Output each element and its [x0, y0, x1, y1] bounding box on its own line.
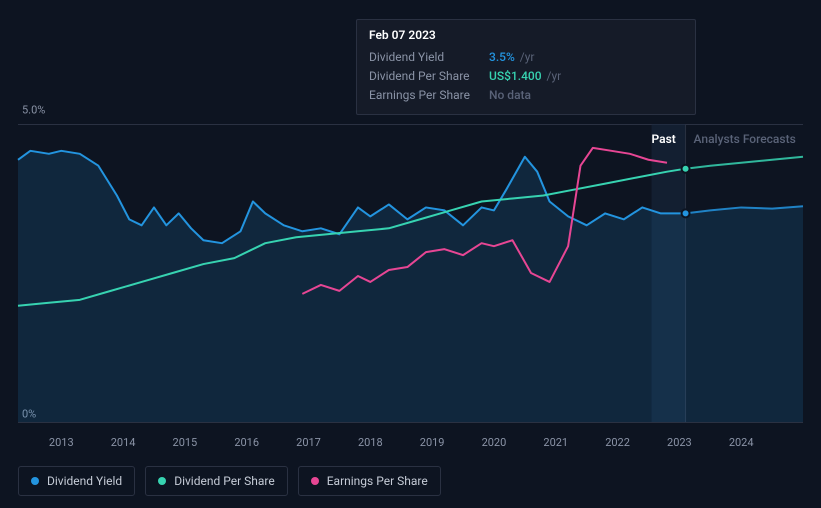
- legend-item-dividend-per-share[interactable]: Dividend Per Share: [145, 466, 288, 496]
- chart-plot-area[interactable]: Past Analysts Forecasts: [18, 108, 803, 428]
- x-tick-label: 2023: [667, 436, 692, 449]
- x-tick-label: 2013: [49, 436, 74, 449]
- tooltip-date: Feb 07 2023: [369, 28, 683, 42]
- tooltip-row-label: Dividend Per Share: [369, 67, 489, 86]
- tooltip-row: Dividend Per ShareUS$1.400 /yr: [369, 67, 683, 86]
- legend-label: Earnings Per Share: [327, 474, 428, 488]
- legend-label: Dividend Yield: [47, 474, 122, 488]
- legend-dot: [311, 477, 319, 485]
- legend-dot: [31, 477, 39, 485]
- tooltip-row-value: US$1.400 /yr: [489, 67, 561, 86]
- x-tick-label: 2024: [729, 436, 754, 449]
- forecast-label: Analysts Forecasts: [694, 132, 796, 146]
- tooltip-row: Earnings Per ShareNo data: [369, 86, 683, 105]
- x-tick-label: 2019: [420, 436, 445, 449]
- x-tick-label: 2016: [234, 436, 259, 449]
- past-label: Past: [652, 132, 676, 146]
- x-axis: 2013 2014 2015 2016 2017 2018 2019 2020 2021 2022…: [18, 428, 803, 448]
- tooltip-row-value: No data: [489, 86, 531, 105]
- x-tick-label: 2020: [482, 436, 507, 449]
- legend-label: Dividend Per Share: [174, 474, 275, 488]
- legend: Dividend Yield Dividend Per Share Earnings…: [18, 466, 441, 496]
- tooltip-row: Dividend Yield3.5% /yr: [369, 48, 683, 67]
- chart-tooltip: Feb 07 2023 Dividend Yield3.5% /yrDivide…: [356, 19, 696, 115]
- x-tick-label: 2018: [358, 436, 383, 449]
- legend-dot: [158, 477, 166, 485]
- x-tick-label: 2022: [605, 436, 630, 449]
- x-tick-label: 2015: [173, 436, 198, 449]
- legend-item-earnings-per-share[interactable]: Earnings Per Share: [298, 466, 441, 496]
- tooltip-row-label: Dividend Yield: [369, 48, 489, 67]
- x-tick-label: 2014: [111, 436, 136, 449]
- x-tick-label: 2021: [543, 436, 568, 449]
- x-tick-label: 2017: [296, 436, 321, 449]
- tooltip-row-value: 3.5% /yr: [489, 48, 534, 67]
- tooltip-row-label: Earnings Per Share: [369, 86, 489, 105]
- legend-item-dividend-yield[interactable]: Dividend Yield: [18, 466, 135, 496]
